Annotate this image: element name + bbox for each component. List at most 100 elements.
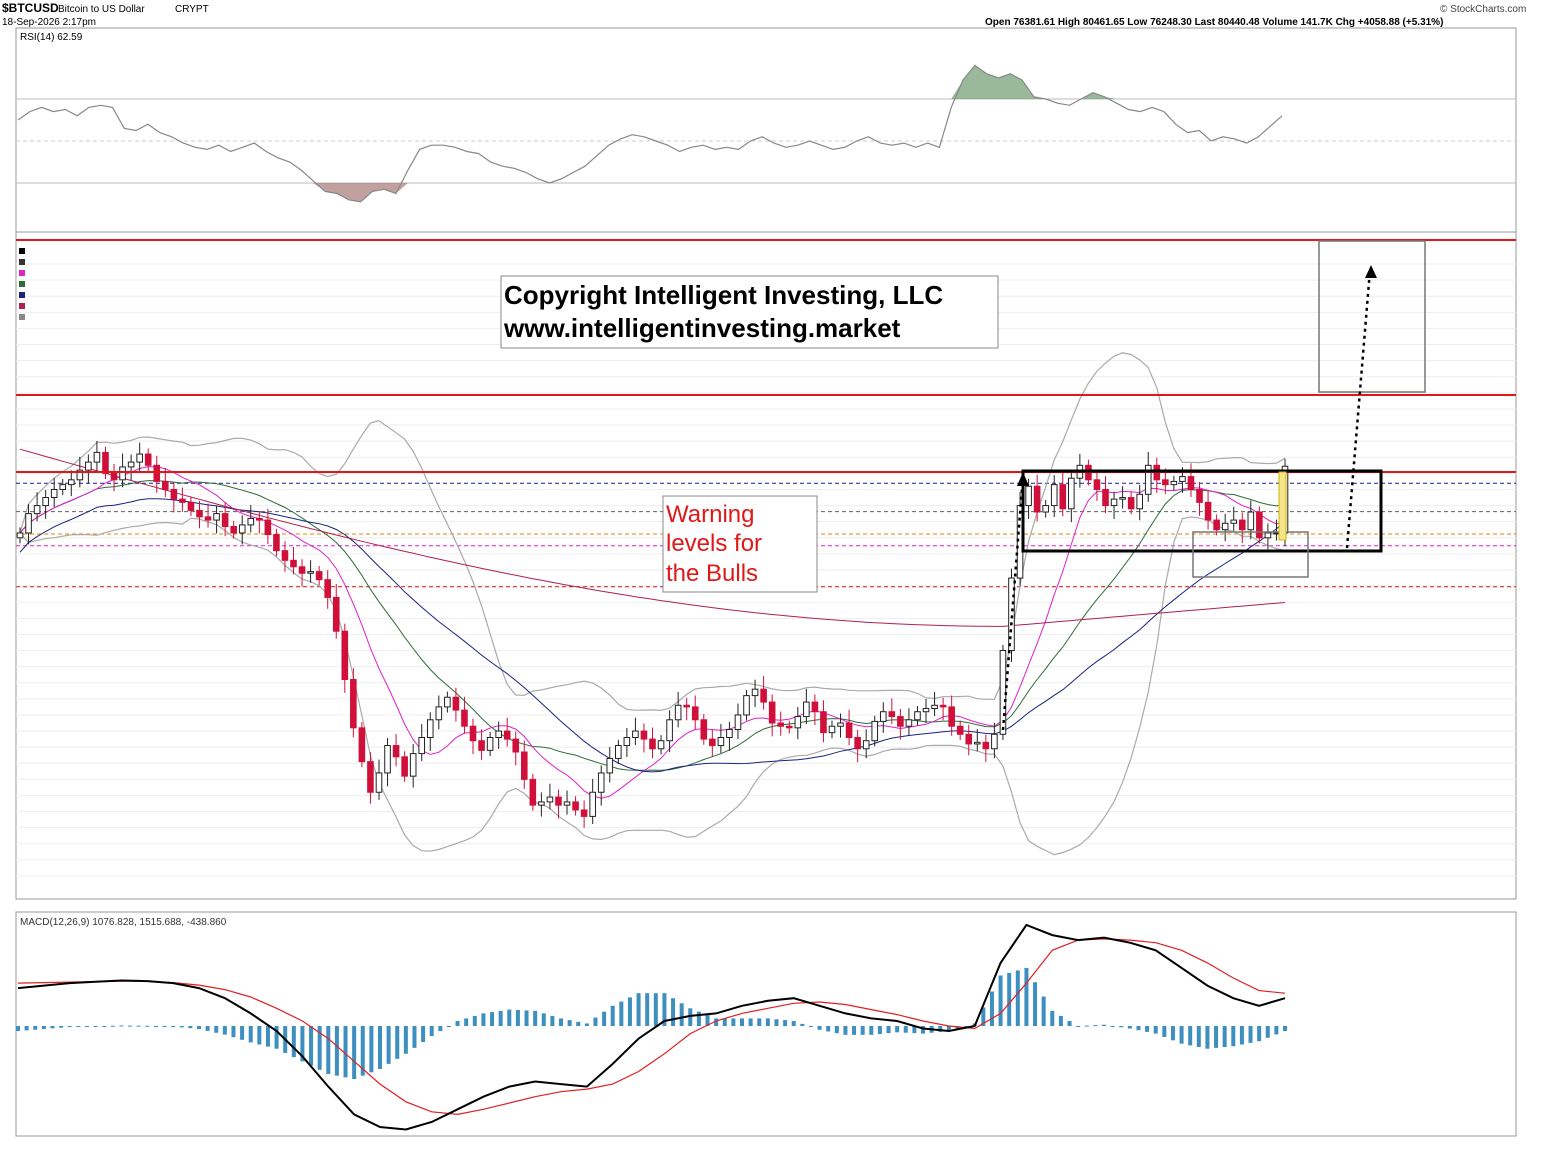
candle-body (956, 725, 964, 735)
macd-hist-bar (1145, 1026, 1150, 1032)
candle-body (1187, 476, 1195, 490)
macd-hist-bar (1214, 1026, 1219, 1048)
macd-hist-bar (205, 1026, 210, 1031)
rsi-label: RSI(14) 62.59 (20, 32, 83, 43)
candle-body (700, 719, 708, 740)
macd-hist-bar (1084, 1025, 1089, 1027)
candle-body (315, 571, 323, 581)
macd-hist-bar (593, 1017, 598, 1026)
candle-body (939, 704, 947, 708)
macd-hist-bar (964, 1026, 969, 1027)
candle-body (931, 704, 938, 710)
macd-hist-bar (946, 1026, 951, 1032)
legend-swatch (19, 292, 25, 298)
candle-body (1273, 532, 1280, 535)
candle-body (1025, 485, 1032, 507)
candle-body (42, 497, 49, 507)
candle-body (426, 719, 434, 738)
macd-hist-bar (1248, 1026, 1253, 1043)
candle-body (1221, 522, 1229, 531)
macd-hist-bar (852, 1026, 857, 1035)
ma20-line (19, 480, 1286, 771)
candle-body (204, 516, 212, 521)
candle-body (854, 736, 861, 750)
macd-hist-bar (102, 1026, 107, 1027)
legend-swatch (19, 248, 25, 254)
candle-body (905, 719, 913, 727)
candle-body (811, 701, 819, 713)
macd-hist-bar (291, 1026, 296, 1058)
macd-hist-bar (567, 1020, 572, 1026)
candle-body (33, 505, 41, 515)
macd-hist-bar (981, 1007, 986, 1026)
macd-hist-bar (386, 1026, 391, 1064)
macd-hist-bar (912, 1026, 917, 1034)
macd-hist-bar (886, 1026, 891, 1034)
macd-hist-bar (705, 1015, 710, 1026)
warning-box (662, 495, 818, 593)
candle-body (76, 469, 84, 481)
candle-body (948, 706, 955, 727)
macd-hist-bar (515, 1010, 520, 1026)
macd-hist-bar (533, 1010, 538, 1026)
candle-body (273, 534, 280, 552)
candle-body (401, 756, 408, 777)
macd-hist-bar (791, 1020, 796, 1026)
candle-body (461, 709, 468, 727)
legend-swatch (19, 259, 25, 265)
candle-body (760, 688, 767, 703)
macd-hist-bar (869, 1026, 874, 1035)
macd-hist-bar (438, 1026, 443, 1032)
chart-datetime: 18-Sep-2026 2:17pm (2, 17, 96, 28)
legend-swatch (19, 270, 25, 276)
candle-body (102, 451, 109, 474)
macd-hist-bar (1153, 1026, 1158, 1034)
macd-hist-bar (188, 1026, 193, 1029)
candle-body (922, 708, 930, 713)
macd-hist-bar (378, 1026, 382, 1069)
candle-body (136, 453, 143, 463)
warning-line-3: the Bulls (666, 560, 758, 587)
candle-body (862, 740, 870, 750)
macd-hist-bar (550, 1015, 555, 1026)
macd-hist-bar (240, 1026, 245, 1040)
macd-hist-bar (740, 1018, 744, 1026)
candle-body (709, 738, 716, 747)
macd-hist-bar (860, 1026, 865, 1035)
candle-body (392, 745, 400, 758)
candle-body (409, 753, 417, 777)
macd-hist-bar (1265, 1026, 1270, 1038)
exchange: CRYPT (175, 4, 209, 15)
macd-hist-bar (1007, 972, 1012, 1026)
candle-body (213, 513, 220, 521)
macd-hist-bar (1102, 1024, 1106, 1026)
macd-hist-bar (722, 1018, 727, 1026)
macd-hist-bar (464, 1018, 469, 1026)
macd-hist-bar (748, 1018, 753, 1026)
symbol-name: Bitcoin to US Dollar (58, 4, 145, 15)
candle-body (375, 772, 383, 793)
macd-hist-bar (834, 1026, 839, 1034)
candle-body (768, 701, 776, 724)
macd-hist-bar (248, 1026, 253, 1043)
candle-body (632, 730, 639, 738)
macd-hist-bar (481, 1013, 486, 1026)
macd-hist-bar (33, 1026, 38, 1030)
candle-body (674, 704, 682, 721)
macd-hist-bar (731, 1018, 736, 1026)
macd-hist-bar (645, 993, 650, 1026)
macd-signal-line (17, 938, 1286, 1116)
candle-body (649, 738, 656, 750)
candle-body (726, 728, 733, 738)
candle-body (734, 714, 742, 730)
candle-body (495, 730, 502, 738)
candle-body (683, 704, 690, 708)
macd-hist-bar (765, 1018, 770, 1026)
candle-body (897, 716, 904, 727)
candle-body (1230, 519, 1238, 524)
macd-hist-bar (300, 1026, 305, 1062)
macd-hist-bar (455, 1020, 460, 1026)
macd-hist-bar (214, 1026, 219, 1033)
macd-hist-bar (67, 1026, 72, 1028)
candle-body (1170, 480, 1178, 486)
